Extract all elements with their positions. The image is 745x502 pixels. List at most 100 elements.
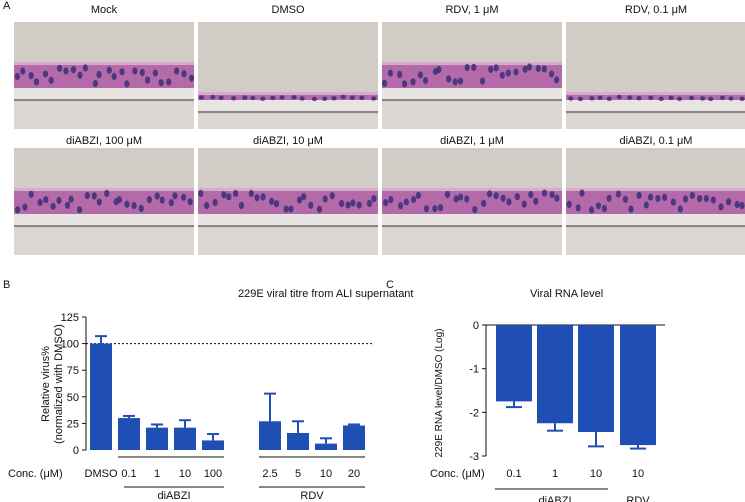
cell-nucleus [528,191,534,199]
cell-nucleus [124,80,130,88]
y-tick-label: -3 [469,451,479,463]
cell-nucleus [734,200,740,208]
cell-nucleus [601,204,607,213]
membrane-band [382,214,562,226]
cell-nucleus [56,196,62,205]
cell-nucleus [331,96,337,101]
cell-nucleus [204,202,210,210]
x-tick-label: 20 [348,468,360,480]
cell-nucleus [77,206,83,214]
cell-nucleus [636,96,642,101]
bar [202,440,224,450]
cell-nucleus [472,206,478,214]
group-label-diabzi: diABZI [157,490,190,502]
cell-nucleus [104,189,110,197]
cell-nucleus [658,96,664,102]
y-tick-label: -2 [469,407,479,419]
cell-nucleus [15,206,21,214]
conc-label: Conc. (μM) [430,468,485,480]
micrograph-drawing [14,148,194,255]
cell-nucleus [481,199,487,207]
cell-nucleus [322,96,328,101]
chart-b: 0 25 50 75 100 125 Relative virus% (normalized … [8,312,374,502]
x-tick-label: 0.1 [121,468,136,480]
micrograph-title: diABZI, 1 μM [440,135,504,147]
x-tick-label: 100 [204,468,222,480]
chart-c-title: Viral RNA level [530,288,604,300]
cell-nucleus [91,192,97,200]
group-label-rdv: RDV [300,490,324,502]
micrograph-image [566,148,745,255]
cell-nucleus [146,196,152,204]
conc-label: Conc. (μM) [8,468,63,480]
cell-nucleus [566,200,572,208]
membrane-band [14,88,194,100]
cell-nucleus [595,202,602,210]
bar [90,343,112,450]
cell-nucleus [301,193,307,201]
cell-nucleus [739,202,745,210]
cell-nucleus [260,96,266,101]
cell-nucleus [119,68,125,76]
substrate [198,114,378,129]
cell-nucleus [316,205,323,213]
cell-nucleus [575,204,581,212]
cell-nucleus [514,193,520,201]
micrograph-title: RDV, 0.1 μM [624,4,688,16]
cell-nucleus [513,68,519,76]
micrograph-image [382,22,562,129]
apical-surface [382,188,562,191]
cell-nucleus [554,194,560,202]
cell-nucleus [548,70,555,78]
cell-nucleus [154,192,160,200]
substrate [382,228,562,255]
chart-b-title: 229E viral titre from ALI supernatant [238,288,414,300]
cell-nucleus [132,67,138,75]
group-label-rdv: RDV [626,495,650,502]
cell-nucleus [383,199,389,207]
cell-nucleus [42,70,49,78]
cell-nucleus [541,189,548,197]
micrograph-drawing [566,22,745,129]
cell-nucleus [728,96,734,101]
cell-nucleus [700,96,706,101]
cell-nucleus [725,198,732,206]
cell-nucleus [181,70,187,78]
cell-nucleus [221,191,227,199]
bar [343,425,365,450]
cell-nucleus [718,203,724,211]
micrograph-image [198,148,378,255]
cell-nucleus [689,95,695,101]
chart-c: 0 -1 -2 -3 229E RNA level/DMSO (Log) 0.1 1 10 10… [430,320,665,502]
cell-nucleus [438,204,444,212]
cell-nucleus [28,72,34,80]
cell-nucleus [436,66,442,74]
cell-nucleus [210,95,216,100]
cell-nucleus [676,96,683,102]
cell-nucleus [96,198,102,206]
cell-nucleus [349,95,355,100]
cell-nucleus [402,80,408,88]
cell-nucleus [168,199,174,207]
cell-nucleus [628,205,634,213]
cell-nucleus [106,66,112,74]
cell-nucleus [535,64,541,73]
cell-nucleus [388,196,394,204]
cell-nucleus [417,71,423,79]
cell-nucleus [415,191,421,199]
cell-nucleus [486,190,493,198]
cell-nucleus [260,193,266,201]
membrane-band [198,100,378,112]
substrate [566,228,745,255]
cell-nucleus [198,189,204,198]
cell-nucleus [668,95,674,101]
cell-nucleus [606,194,612,202]
cell-nucleus [521,200,527,208]
apical-surface [566,92,745,95]
cell-nucleus [606,96,612,102]
cell-nucleus [577,96,583,102]
y-tick-label: 75 [67,365,79,377]
cell-nucleus [597,95,603,100]
cell-nucleus [371,195,377,203]
cell-nucleus [526,63,533,71]
